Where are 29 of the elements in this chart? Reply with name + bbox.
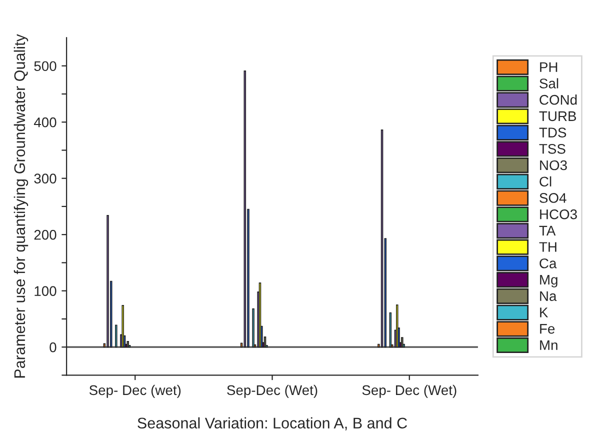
legend-label: TA (539, 226, 556, 236)
legend-label: Cl (540, 176, 552, 187)
legend-label: Fe (540, 324, 555, 334)
legend-label: CONd (540, 94, 577, 105)
y-tick-label: 100 (34, 286, 56, 296)
x-tick-label: Sep- Dec (Wet) (362, 384, 456, 398)
legend-label: Na (540, 291, 557, 302)
x-tick-label: Sep-Dec (Wet) (227, 384, 318, 398)
legend-label: K (540, 308, 548, 318)
legend-label: TH (539, 242, 556, 252)
legend-label: PH (540, 62, 558, 72)
x-tick-label: Sep- Dec (wet) (89, 384, 181, 398)
legend-label: TURB (539, 111, 576, 122)
y-tick-label: 0 (50, 342, 56, 352)
legend-label: Mg (540, 274, 558, 288)
legend-label: NO3 (540, 160, 567, 170)
legend-label: TDS (539, 128, 566, 138)
legend-label: Mn (540, 340, 558, 350)
legend-label: SO4 (540, 193, 566, 203)
y-tick-label: 500 (34, 61, 56, 72)
legend-label: TSS (539, 144, 566, 154)
legend-label: Ca (540, 258, 557, 268)
y-tick-label: 200 (34, 230, 56, 240)
y-tick-label: 400 (34, 117, 56, 128)
legend-label: Sal (540, 78, 558, 88)
x-axis-title: Seasonal Variation: Location A, B and C (138, 417, 408, 430)
y-axis-title: Parameter use for quantifying Groundwater Quality (14, 34, 28, 378)
y-tick-label: 300 (34, 174, 56, 184)
legend-label: HCO3 (540, 209, 577, 220)
